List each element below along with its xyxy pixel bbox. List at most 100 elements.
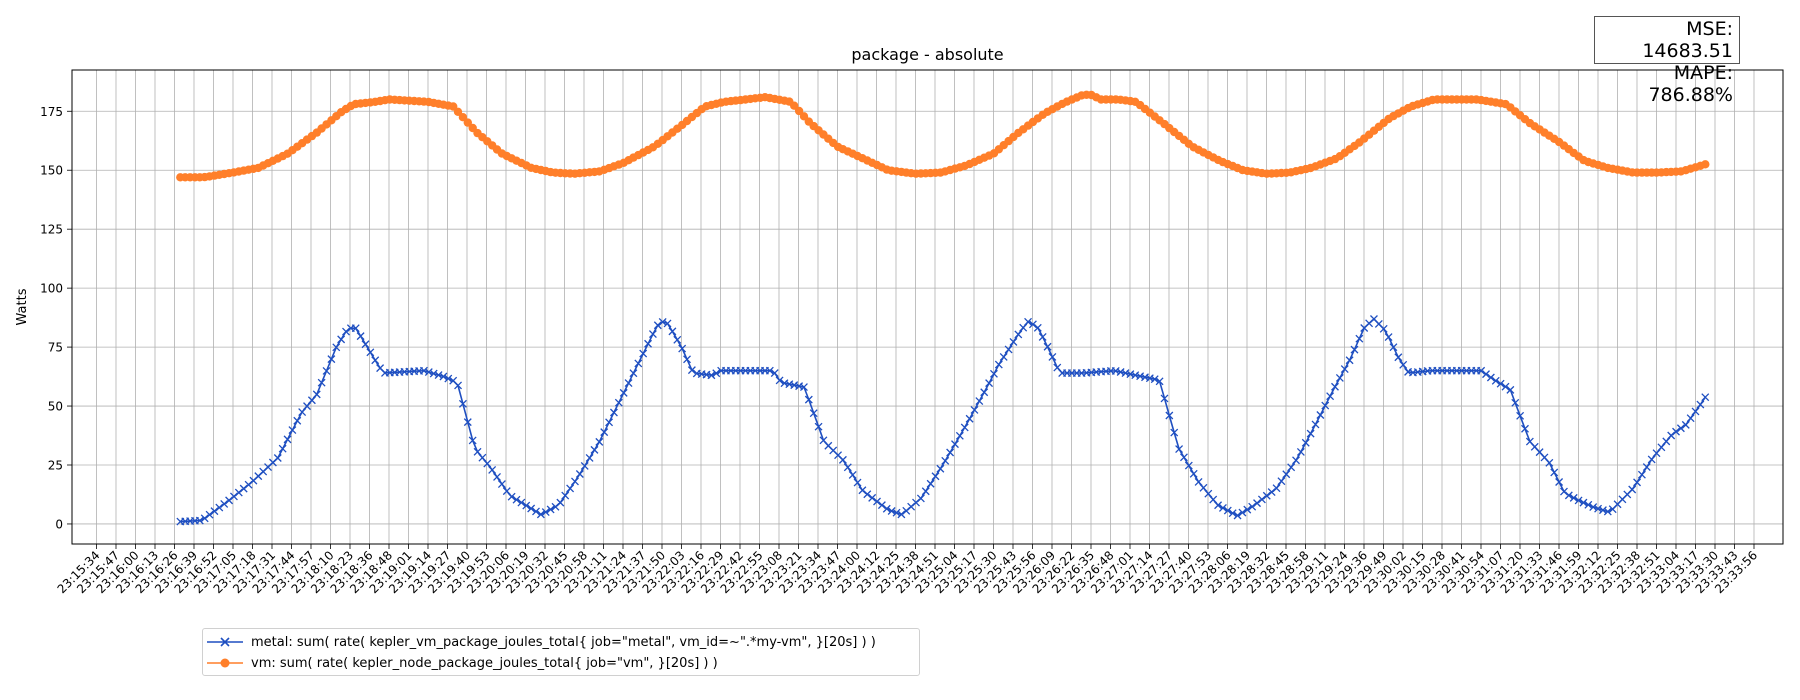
metal-data-point [536, 510, 545, 519]
metal-data-point [585, 453, 594, 462]
metal-data-point [775, 376, 784, 385]
metal-data-point [980, 388, 989, 397]
metal-data-point [1194, 477, 1203, 486]
metal-data-point [1175, 445, 1184, 454]
vm-series-swatch [207, 658, 243, 668]
metal-data-point [195, 516, 204, 525]
metal-data-point [1262, 491, 1271, 500]
metal-data-point [278, 444, 287, 453]
metal-data-point [1199, 483, 1208, 492]
metal-data-point [951, 440, 959, 449]
metal-data-point [1165, 411, 1174, 420]
metal-data-point [619, 388, 628, 397]
metal-data-point [965, 414, 974, 423]
metal-data-point [1306, 429, 1315, 438]
metal-data-point [1691, 407, 1700, 416]
metal-data-point [527, 504, 536, 513]
y-tick-label: 175 [40, 105, 63, 119]
metal-data-point [1637, 470, 1646, 479]
metal-data-point [1647, 455, 1656, 464]
metal-data-point [916, 494, 925, 503]
metal-data-point [419, 366, 428, 375]
vm-data-point [463, 118, 472, 127]
metal-data-point [1355, 334, 1364, 343]
metal-data-point [1550, 468, 1559, 477]
metal-data-point [1214, 501, 1223, 510]
metal-data-point [843, 463, 852, 472]
metal-data-point [361, 340, 370, 349]
metal-data-point [1184, 461, 1193, 470]
legend: metal: sum( rate( kepler_vm_package_joul… [202, 628, 920, 676]
metal-data-point [999, 352, 1008, 361]
metal-data-point [1160, 394, 1169, 403]
metal-data-point [1155, 377, 1164, 386]
vm-data-point [794, 106, 804, 116]
metal-data-point [1555, 478, 1564, 486]
metal-data-point [1628, 485, 1637, 494]
metal-data-point [814, 422, 823, 431]
metal-data-point [1326, 392, 1335, 401]
metal-data-point [1321, 401, 1330, 410]
metal-data-point [497, 480, 506, 488]
vm-data-point [790, 101, 799, 110]
metal-data-point [1394, 353, 1403, 362]
metal-data-point [1316, 411, 1325, 419]
metal-data-point [1180, 453, 1188, 462]
metal-data-point [1340, 365, 1349, 374]
metal-data-point [600, 428, 609, 437]
metal-data-point [458, 399, 467, 408]
metal-data-point [215, 503, 224, 512]
metal-data-point [595, 437, 604, 446]
metal-data-point [322, 366, 331, 375]
metal-data-point [575, 470, 584, 478]
metal-data-point [1272, 484, 1281, 493]
metal-data-point [1511, 398, 1520, 407]
metal-data-point [1681, 420, 1690, 429]
metal-data-point [205, 510, 214, 519]
legend-entry-metal: metal: sum( rate( kepler_vm_package_joul… [203, 632, 876, 652]
metal-data-point [1389, 343, 1398, 352]
metal-data-point [1014, 330, 1023, 339]
metal-data-point [658, 317, 667, 326]
metal-series-line [180, 318, 1706, 523]
y-tick-label: 150 [40, 164, 63, 178]
metal-data-point [1672, 427, 1680, 436]
metal-data-point [483, 459, 492, 468]
metal-data-point [356, 332, 365, 341]
legend-label-metal: metal: sum( rate( kepler_vm_package_joul… [251, 634, 876, 650]
metal-data-point [799, 383, 808, 392]
metal-data-point [624, 379, 633, 387]
metal-data-point [327, 355, 336, 364]
metal-data-point [1633, 478, 1641, 487]
metal-data-point [1150, 375, 1159, 384]
metal-data-point [1662, 437, 1671, 446]
metal-data-point [614, 398, 623, 407]
metal-data-point [946, 448, 955, 457]
metal-data-point [468, 436, 477, 445]
metal-data-point [312, 390, 321, 399]
metal-data-point [639, 349, 648, 358]
metal-data-point [1024, 317, 1033, 326]
metal-data-point [648, 330, 657, 339]
metal-data-point [1277, 477, 1286, 486]
vm-data-point [1701, 160, 1710, 169]
metal-data-point [429, 369, 438, 378]
metal-data-point [1701, 393, 1710, 402]
metal-data-point [634, 359, 643, 368]
legend-entry-vm: vm: sum( rate( kepler_node_package_joule… [203, 653, 718, 673]
metal-data-point [561, 491, 570, 500]
metal-data-point [863, 490, 872, 499]
metal-data-point [1676, 424, 1685, 433]
metal-data-point [1170, 428, 1179, 437]
metal-data-point [337, 335, 346, 344]
metal-data-point [1491, 376, 1500, 385]
metal-data-point [1603, 507, 1612, 516]
metal-data-point [1589, 503, 1598, 511]
metal-data-point [1257, 495, 1266, 504]
metal-data-point [960, 423, 969, 432]
grid-lines [72, 70, 1783, 544]
metal-data-point [1189, 469, 1198, 478]
vm-data-point [458, 113, 468, 122]
metal-data-point [1253, 499, 1261, 508]
